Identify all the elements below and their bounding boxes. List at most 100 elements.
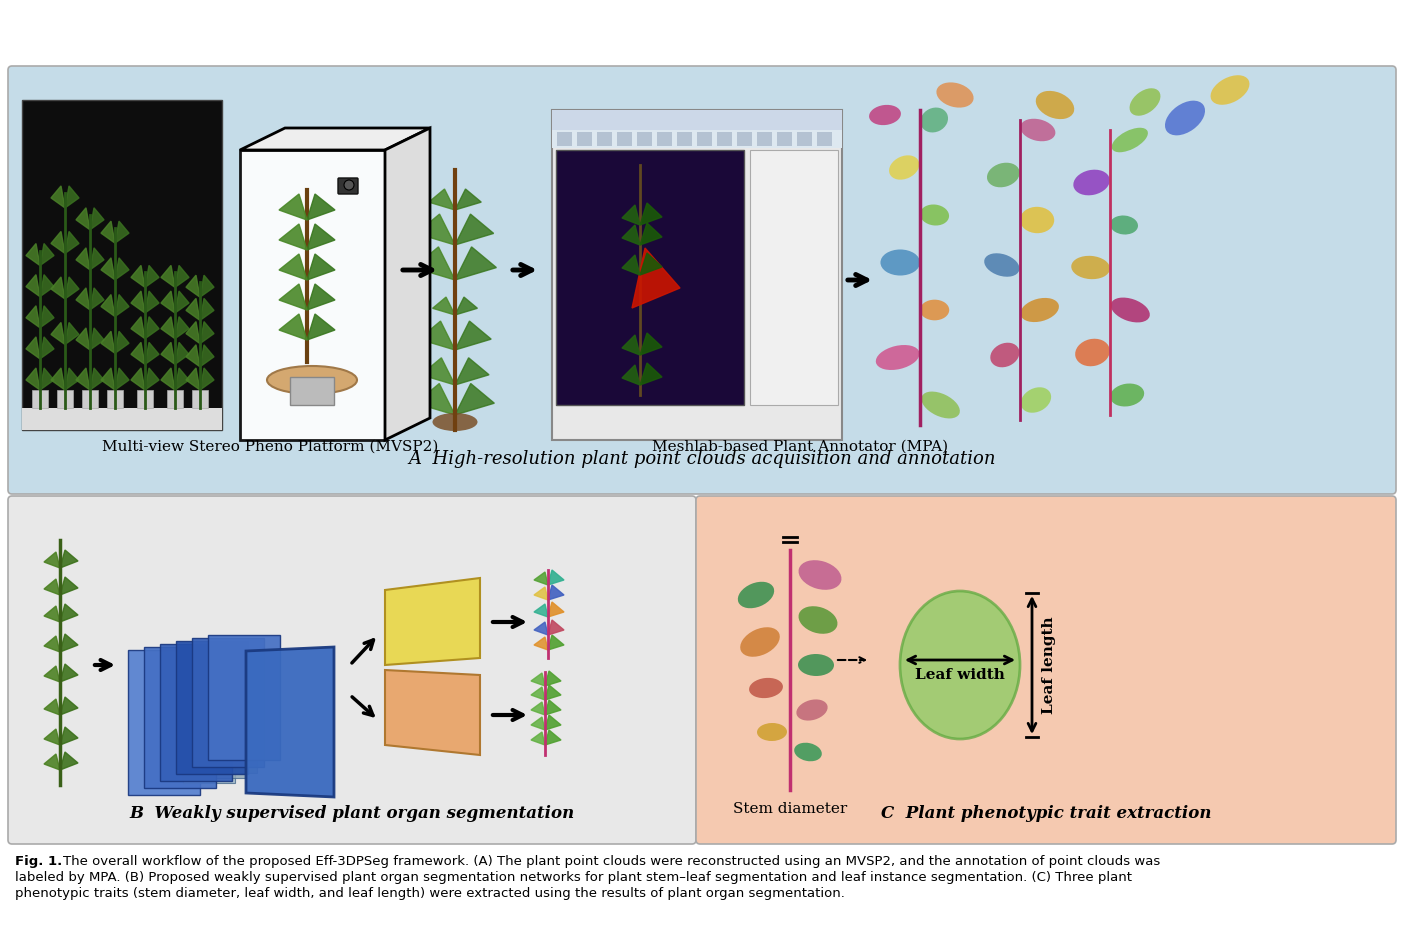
Polygon shape: [60, 604, 79, 622]
Polygon shape: [534, 604, 548, 617]
Polygon shape: [622, 335, 640, 355]
Polygon shape: [548, 602, 564, 617]
Ellipse shape: [432, 413, 477, 431]
Polygon shape: [416, 383, 455, 415]
Polygon shape: [145, 317, 159, 339]
Polygon shape: [548, 620, 564, 635]
Polygon shape: [548, 570, 564, 585]
Polygon shape: [131, 265, 145, 287]
Polygon shape: [131, 291, 145, 313]
Ellipse shape: [1036, 91, 1074, 119]
Polygon shape: [205, 671, 257, 773]
Polygon shape: [307, 194, 336, 220]
Polygon shape: [27, 337, 39, 359]
Ellipse shape: [739, 582, 774, 608]
Polygon shape: [90, 368, 104, 390]
Polygon shape: [185, 368, 199, 390]
Ellipse shape: [936, 83, 973, 108]
Polygon shape: [101, 258, 115, 280]
Bar: [556, 150, 744, 405]
Polygon shape: [414, 246, 455, 280]
Polygon shape: [545, 730, 562, 745]
Polygon shape: [531, 717, 545, 730]
Polygon shape: [279, 254, 307, 280]
Polygon shape: [640, 333, 663, 355]
Polygon shape: [145, 368, 159, 390]
Ellipse shape: [796, 699, 827, 721]
Polygon shape: [240, 150, 385, 440]
Polygon shape: [145, 265, 159, 287]
Ellipse shape: [740, 627, 779, 657]
Polygon shape: [145, 647, 216, 788]
Polygon shape: [548, 585, 564, 600]
Polygon shape: [39, 274, 53, 297]
Polygon shape: [76, 248, 90, 270]
Bar: [717, 132, 731, 146]
Polygon shape: [176, 641, 249, 774]
Ellipse shape: [1130, 88, 1161, 115]
Ellipse shape: [1021, 119, 1056, 141]
Polygon shape: [545, 685, 562, 700]
Polygon shape: [194, 668, 246, 778]
Polygon shape: [428, 189, 455, 210]
FancyBboxPatch shape: [8, 66, 1396, 494]
Polygon shape: [185, 322, 199, 343]
Ellipse shape: [1165, 100, 1205, 136]
Polygon shape: [76, 368, 90, 390]
Polygon shape: [27, 368, 39, 390]
Polygon shape: [90, 207, 104, 230]
Bar: [552, 110, 842, 440]
Polygon shape: [65, 277, 79, 299]
Polygon shape: [622, 225, 640, 245]
Polygon shape: [418, 321, 455, 350]
Text: Multi-view Stereo Pheno Platform (MVSP2): Multi-view Stereo Pheno Platform (MVSP2): [102, 440, 438, 454]
Bar: [32, 390, 48, 408]
Polygon shape: [160, 644, 232, 781]
Bar: [776, 132, 792, 146]
Bar: [797, 132, 812, 146]
Polygon shape: [101, 368, 115, 390]
Polygon shape: [39, 368, 53, 390]
Polygon shape: [90, 328, 104, 350]
Polygon shape: [183, 665, 234, 783]
Polygon shape: [531, 702, 545, 715]
Polygon shape: [199, 368, 213, 390]
Polygon shape: [417, 214, 455, 245]
Polygon shape: [279, 284, 307, 310]
Ellipse shape: [921, 392, 960, 418]
Ellipse shape: [880, 249, 920, 275]
Ellipse shape: [797, 654, 834, 676]
Ellipse shape: [1071, 256, 1111, 279]
Polygon shape: [161, 317, 176, 339]
Bar: [81, 390, 98, 408]
Polygon shape: [51, 232, 65, 254]
Polygon shape: [44, 729, 60, 745]
Polygon shape: [622, 255, 640, 275]
Polygon shape: [76, 207, 90, 230]
Polygon shape: [279, 194, 307, 220]
Polygon shape: [51, 323, 65, 344]
Polygon shape: [208, 635, 279, 760]
Polygon shape: [161, 291, 176, 313]
Polygon shape: [90, 288, 104, 310]
Polygon shape: [51, 186, 65, 208]
Polygon shape: [455, 358, 489, 385]
Ellipse shape: [1111, 298, 1150, 323]
Bar: [58, 390, 73, 408]
Polygon shape: [534, 587, 548, 600]
Ellipse shape: [990, 342, 1019, 367]
Polygon shape: [176, 317, 190, 339]
Ellipse shape: [757, 723, 788, 741]
Text: A  High-resolution plant point clouds acquisition and annotation: A High-resolution plant point clouds acq…: [409, 450, 995, 468]
Polygon shape: [39, 244, 53, 266]
Polygon shape: [161, 368, 176, 390]
Ellipse shape: [1021, 387, 1052, 413]
Ellipse shape: [921, 108, 948, 132]
Ellipse shape: [1019, 206, 1054, 233]
Polygon shape: [185, 345, 199, 366]
FancyBboxPatch shape: [696, 496, 1396, 844]
Ellipse shape: [900, 591, 1019, 739]
Text: phenotypic traits (stem diameter, leaf width, and leaf length) were extracted us: phenotypic traits (stem diameter, leaf w…: [15, 887, 845, 900]
Polygon shape: [534, 572, 548, 585]
Polygon shape: [101, 221, 115, 243]
